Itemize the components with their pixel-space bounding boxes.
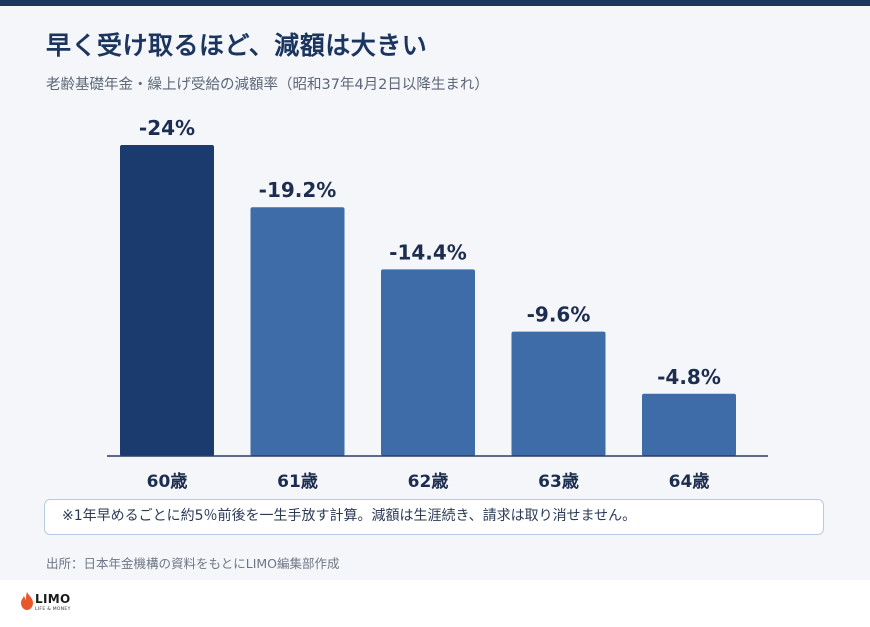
bar-1 [120, 145, 214, 456]
note-box: ※1年早めるごとに約5％前後を一生手放す計算。減額は生涯続き、請求は取り消せませ… [44, 499, 824, 535]
page-subtitle: 老齢基礎年金・繰上げ受給の減額率（昭和37年4月2日以降生まれ） [46, 77, 489, 93]
logo-tagline: LIFE & MONEY [35, 607, 71, 612]
x-tick-label-1: 60歳 [147, 471, 188, 492]
data-label-4: -9.6% [527, 303, 591, 327]
bar-5 [642, 393, 736, 456]
bar-2 [250, 207, 345, 456]
bar-3 [381, 269, 475, 456]
bar-4 [511, 331, 606, 456]
flame-icon [21, 592, 33, 610]
logo-wordmark: LIMO [35, 592, 71, 606]
data-label-1: -24% [139, 116, 195, 140]
data-label-2: -19.2% [259, 178, 337, 202]
data-label-3: -14.4% [389, 240, 467, 264]
bar-chart: -24% 60歳 -19.2% 61歳 -14.4% 62歳 -9.6% 63歳 -4.8% 64… [107, 116, 768, 492]
top-accent-bar [0, 0, 870, 6]
x-tick-label-2: 61歳 [277, 471, 318, 492]
source-text: 出所：日本年金機構の資料をもとにLIMO編集部作成 [46, 556, 340, 571]
x-tick-label-4: 63歳 [538, 471, 579, 492]
data-label-5: -4.8% [657, 365, 721, 389]
x-tick-label-3: 62歳 [408, 471, 449, 492]
bar-group: -24% 60歳 -19.2% 61歳 -14.4% 62歳 -9.6% 63歳 -4.8% 64… [120, 116, 736, 492]
page-title: 早く受け取るほど、減額は大きい [46, 31, 428, 60]
x-tick-label-5: 64歳 [669, 471, 710, 492]
limo-logo: LIMO LIFE & MONEY [20, 592, 90, 620]
